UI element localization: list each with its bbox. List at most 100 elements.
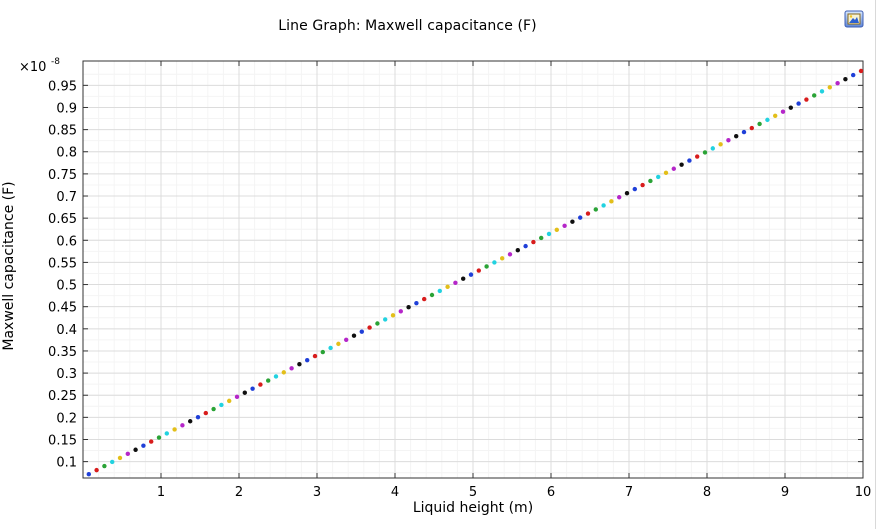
y-tick-label: 0.25 — [48, 389, 77, 404]
data-point — [414, 300, 419, 306]
data-point — [133, 447, 138, 452]
data-point — [180, 423, 185, 428]
data-point — [172, 427, 177, 432]
data-point — [336, 341, 341, 347]
y-axis-multiplier: ×10 — [19, 60, 46, 75]
y-tick-label: 0.9 — [56, 101, 77, 116]
data-point — [765, 117, 770, 123]
data-point — [734, 133, 739, 139]
data-point — [328, 345, 333, 351]
data-point — [102, 463, 107, 469]
grid-layer — [83, 61, 864, 478]
data-point — [94, 467, 99, 473]
data-point — [203, 410, 208, 416]
y-tick-label: 0.75 — [48, 168, 77, 183]
data-point — [437, 288, 442, 294]
data-point — [281, 370, 286, 375]
data-point — [671, 166, 676, 171]
data-point — [367, 325, 372, 330]
data-point — [843, 76, 848, 82]
y-tick-label: 0.45 — [48, 301, 77, 316]
data-point — [710, 146, 715, 151]
axes-layer — [82, 60, 864, 479]
data-point — [796, 101, 801, 106]
data-point — [554, 227, 559, 233]
data-point — [539, 235, 544, 241]
x-tick-label: 6 — [547, 485, 555, 500]
data-point — [242, 390, 247, 395]
data-point — [679, 162, 684, 167]
data-point — [648, 178, 653, 184]
data-point — [195, 414, 201, 420]
data-point — [835, 81, 840, 86]
data-points — [86, 68, 864, 477]
data-point — [819, 89, 825, 94]
data-point — [780, 109, 786, 114]
data-point — [422, 296, 427, 302]
data-point — [227, 398, 232, 404]
data-point — [406, 305, 411, 310]
data-point — [570, 219, 575, 224]
data-point — [663, 170, 669, 176]
data-point — [632, 186, 637, 192]
data-point — [507, 252, 513, 257]
y-tick-label: 0.95 — [48, 79, 77, 94]
x-axis-label: Liquid height (m) — [412, 500, 534, 516]
x-tick-label: 1 — [157, 485, 165, 500]
y-tick-label: 0.3 — [56, 367, 77, 382]
data-point — [219, 402, 224, 408]
data-point — [726, 138, 731, 143]
data-point — [125, 451, 130, 457]
data-point — [297, 362, 302, 367]
data-point — [164, 431, 169, 436]
y-tick-label: 0.2 — [56, 411, 77, 426]
data-point — [601, 203, 606, 208]
data-point — [718, 142, 723, 147]
y-tick-label: 0.15 — [48, 433, 77, 448]
data-point — [289, 366, 294, 371]
data-point — [500, 256, 505, 261]
data-point — [476, 268, 481, 273]
x-tick-label: 2 — [235, 485, 243, 500]
data-point — [398, 309, 403, 314]
y-tick-label: 0.85 — [48, 124, 77, 139]
y-axis-exponent: -8 — [51, 57, 60, 67]
data-point — [305, 357, 310, 363]
export-image-button[interactable] — [844, 10, 864, 28]
data-point — [468, 272, 474, 277]
x-tick-label: 8 — [703, 485, 711, 500]
data-point — [741, 129, 747, 135]
data-point — [757, 121, 762, 127]
data-point — [702, 150, 708, 155]
chart-title: Line Graph: Maxwell capacitance (F) — [278, 18, 537, 34]
data-point — [656, 174, 661, 180]
data-point — [804, 97, 809, 102]
panel-border — [875, 0, 876, 529]
data-point — [211, 406, 216, 412]
data-point — [453, 280, 458, 285]
data-point — [117, 455, 123, 461]
data-point — [351, 333, 357, 338]
x-tick-label: 3 — [313, 485, 321, 500]
data-point — [156, 435, 162, 440]
data-point — [640, 182, 645, 188]
data-point — [788, 105, 793, 110]
data-point — [149, 439, 154, 444]
data-point — [312, 353, 318, 359]
data-point — [383, 317, 388, 322]
data-point — [320, 349, 325, 355]
y-tick-label: 0.7 — [56, 190, 77, 205]
y-tick-label: 0.4 — [56, 323, 77, 338]
data-point — [359, 329, 364, 334]
y-tick-label: 0.1 — [56, 456, 77, 471]
data-point — [687, 158, 692, 163]
data-point — [858, 68, 864, 74]
x-tick-label: 7 — [625, 485, 633, 500]
data-point — [461, 276, 466, 281]
data-point — [546, 231, 552, 237]
data-point — [390, 313, 396, 318]
data-point — [492, 260, 497, 265]
y-tick-label: 0.5 — [56, 279, 77, 294]
data-point — [375, 321, 380, 326]
tick-labels: 1 2 3 4 5 6 7 8 9 10 0.1 0.15 0.2 0.25 0.3 0.35 0.4 0.45 0… — [19, 57, 871, 500]
